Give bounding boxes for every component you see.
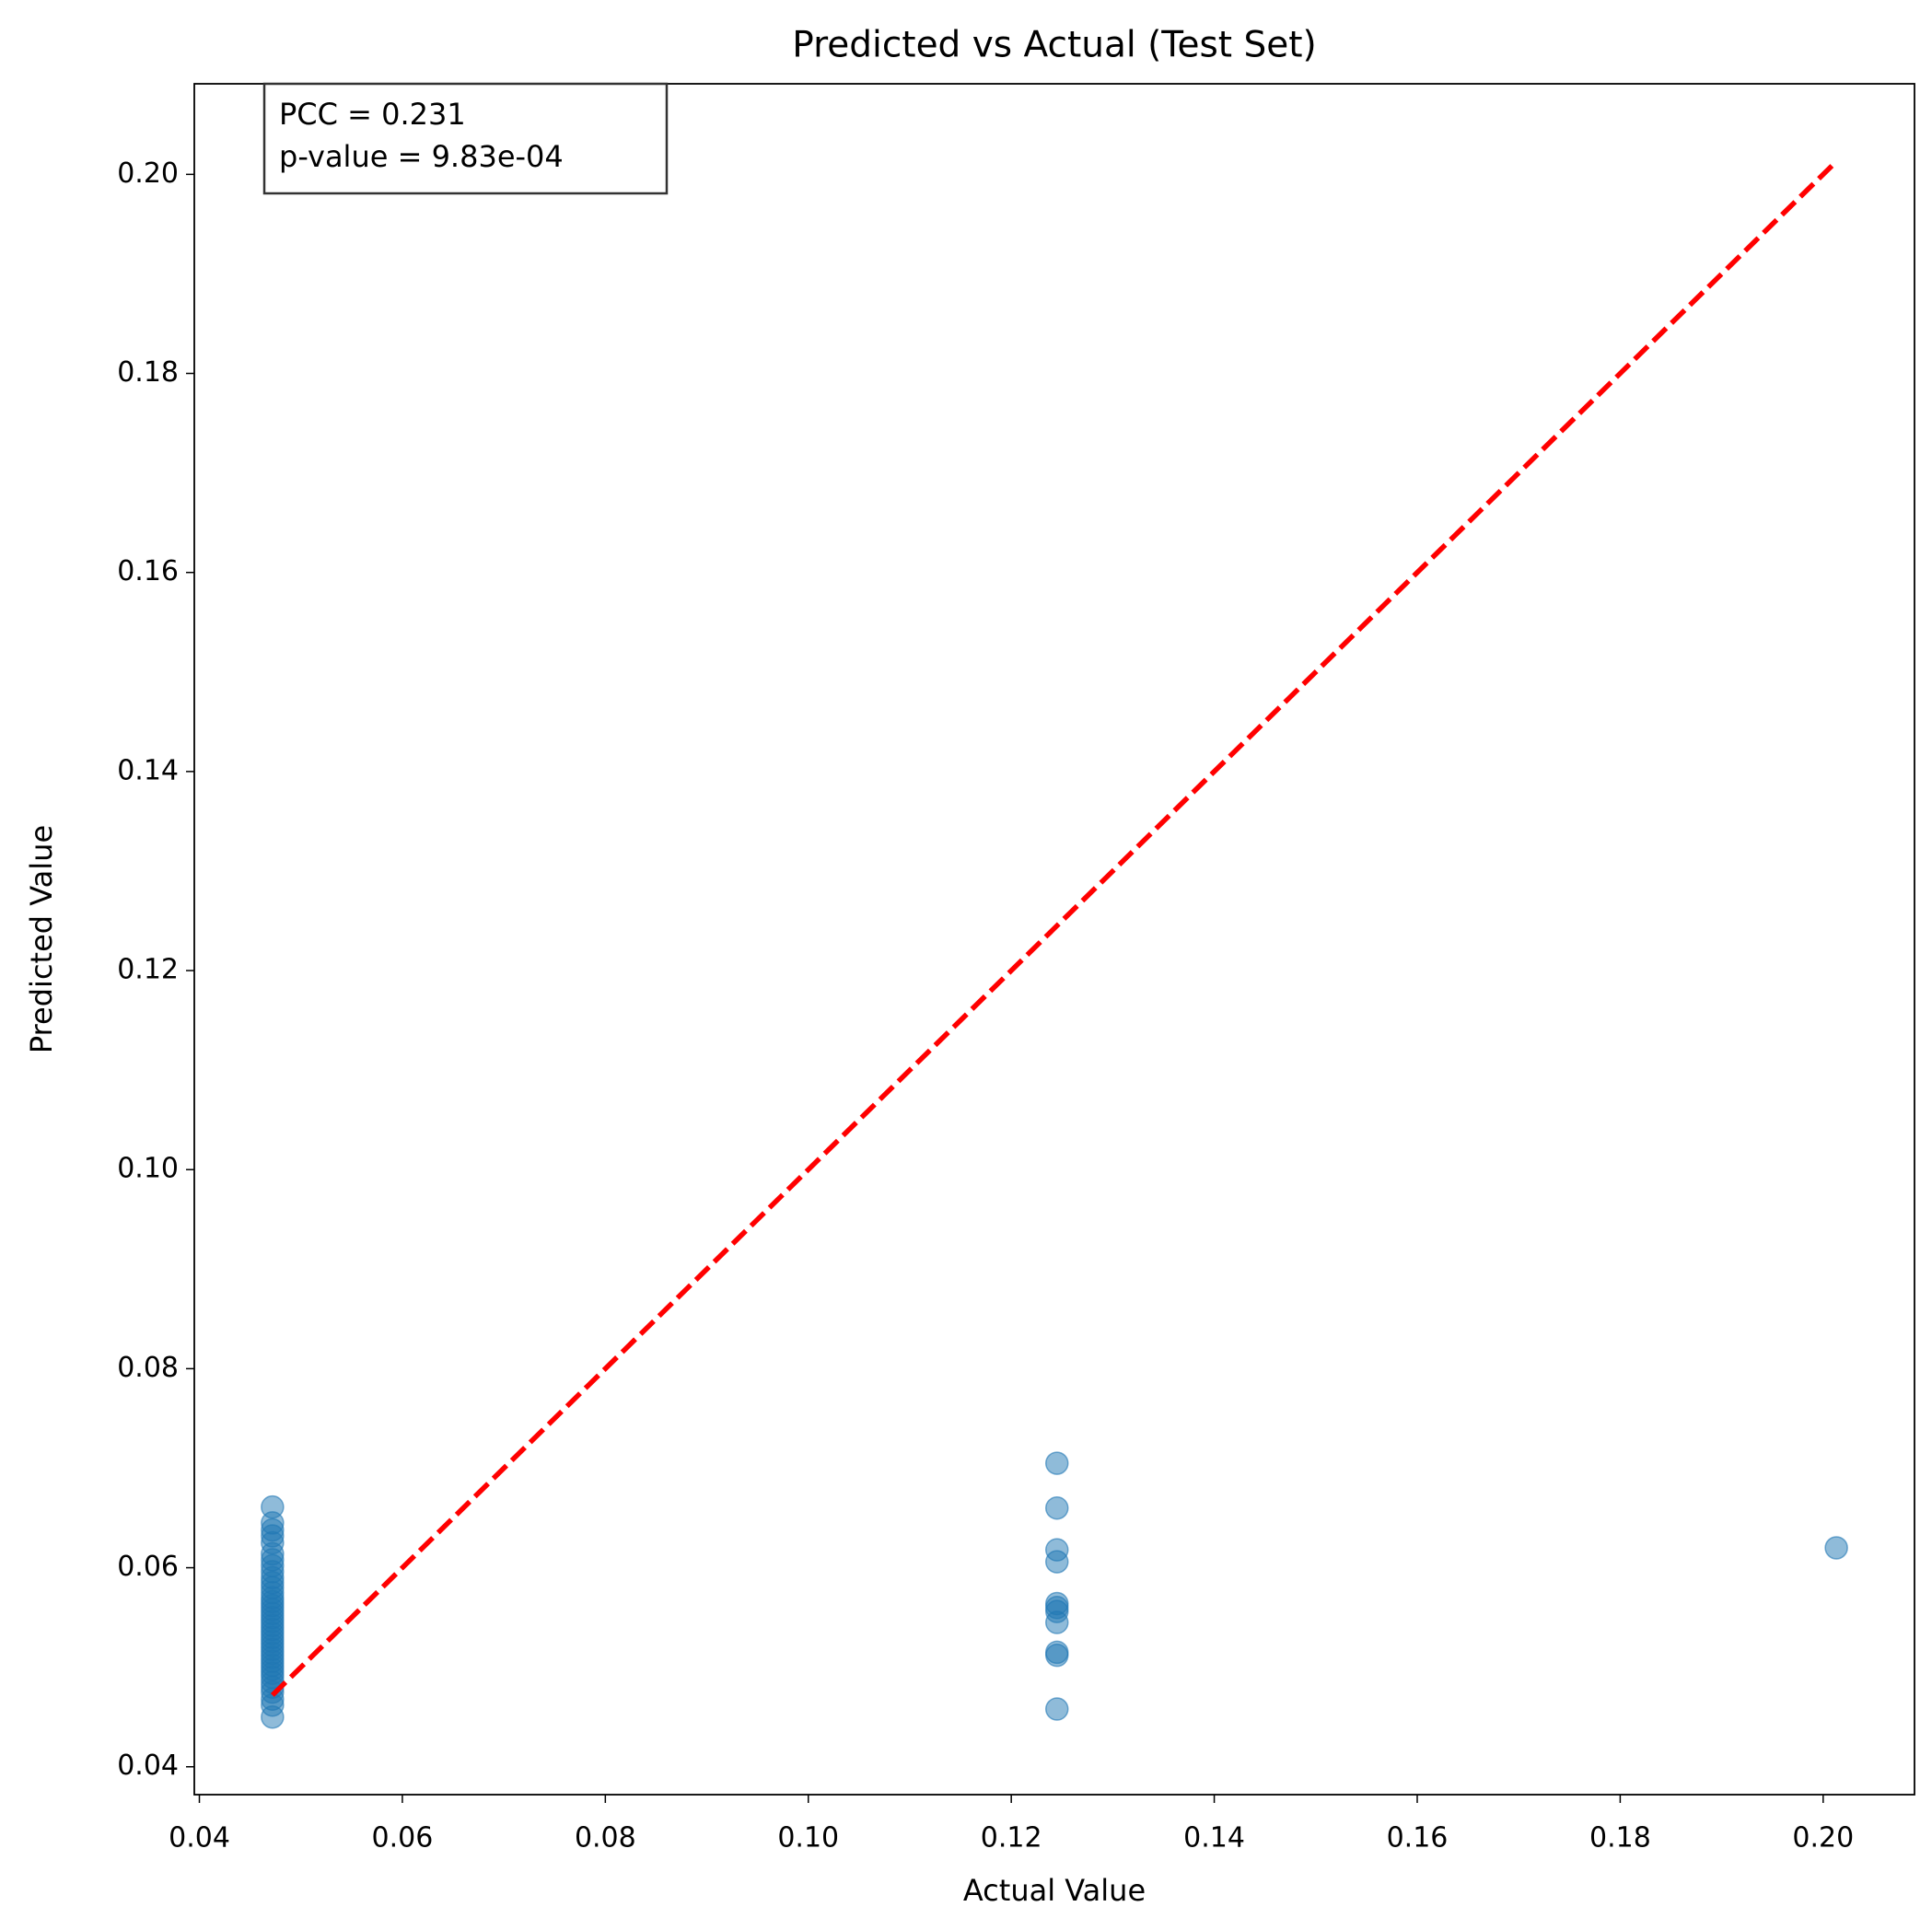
y-tick-label: 0.14 [117, 754, 179, 786]
point [1045, 1550, 1069, 1574]
axes-frame [193, 83, 1915, 1796]
y-tick-label: 0.12 [117, 954, 179, 986]
reference-line [270, 159, 1839, 1697]
y-tick-label: 0.08 [117, 1352, 179, 1384]
y-tick-label: 0.06 [117, 1551, 179, 1583]
y-tick-label: 0.04 [117, 1750, 179, 1782]
x-tick-label: 0.20 [1792, 1822, 1854, 1854]
x-tick-label: 0.06 [372, 1822, 434, 1854]
point [1045, 1495, 1069, 1520]
y-tick-label: 0.20 [117, 157, 179, 190]
x-tick-label: 0.08 [575, 1822, 636, 1854]
chart-title: Predicted vs Actual (Test Set) [792, 25, 1317, 66]
point [261, 1494, 285, 1519]
y-axis-label: Predicted Value [24, 825, 59, 1053]
point [1824, 1536, 1848, 1560]
point [1045, 1451, 1069, 1475]
point [1045, 1697, 1069, 1721]
x-tick-label: 0.16 [1387, 1822, 1449, 1854]
x-tick-label: 0.04 [169, 1822, 230, 1854]
y-tick-label: 0.18 [117, 356, 179, 389]
point [1045, 1643, 1069, 1668]
x-tick-label: 0.10 [777, 1822, 839, 1854]
annotation-text: PCC = 0.231 [279, 97, 466, 132]
x-tick-label: 0.18 [1589, 1822, 1651, 1854]
annotation-text: p-value = 9.83e-04 [279, 139, 564, 174]
y-tick-label: 0.10 [117, 1153, 179, 1185]
y-tick-label: 0.16 [117, 555, 179, 587]
x-axis-label: Actual Value [963, 1873, 1146, 1908]
annotation-box [262, 82, 669, 195]
x-tick-label: 0.12 [981, 1822, 1042, 1854]
x-tick-label: 0.14 [1183, 1822, 1245, 1854]
point [1045, 1610, 1069, 1634]
